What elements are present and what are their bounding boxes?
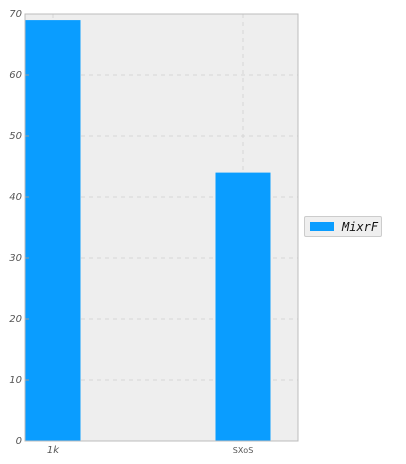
bar-sxos [215, 172, 271, 441]
bars [25, 20, 271, 441]
x-tick-label: 1k [47, 445, 60, 456]
y-tick-label: 70 [9, 9, 22, 20]
plot-frame [24, 13, 299, 442]
y-tick-label: 0 [16, 436, 22, 447]
y-tick-label: 50 [9, 131, 22, 142]
legend: MixrF [304, 216, 382, 237]
x-axis-ticks: 1k SXoS [47, 445, 253, 456]
y-tick-label: 10 [9, 375, 22, 386]
y-tick-label: 20 [9, 314, 22, 325]
y-tick-label: 60 [9, 70, 22, 81]
y-tick-label: 30 [9, 253, 22, 264]
legend-swatch [310, 222, 334, 231]
legend-label-mixrf: MixrF [342, 219, 379, 234]
x-tick-label: SXoS [233, 446, 254, 455]
y-tick-label: 40 [9, 192, 22, 203]
bar-1k [25, 20, 81, 441]
